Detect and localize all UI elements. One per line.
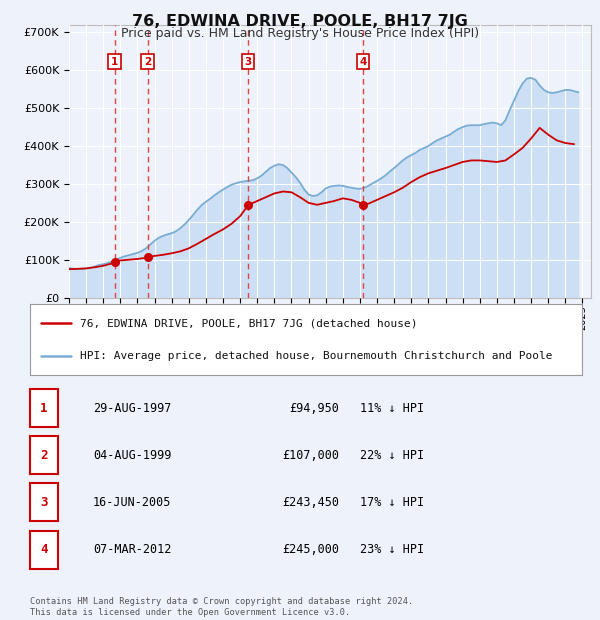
- Text: 23% ↓ HPI: 23% ↓ HPI: [360, 543, 424, 556]
- Text: 2: 2: [144, 56, 151, 66]
- Text: 16-JUN-2005: 16-JUN-2005: [93, 496, 172, 509]
- Text: 29-AUG-1997: 29-AUG-1997: [93, 402, 172, 415]
- Text: £243,450: £243,450: [282, 496, 339, 509]
- Text: £94,950: £94,950: [289, 402, 339, 415]
- Text: 3: 3: [40, 496, 47, 509]
- Text: 4: 4: [359, 56, 367, 66]
- Text: 3: 3: [244, 56, 251, 66]
- Text: Contains HM Land Registry data © Crown copyright and database right 2024.
This d: Contains HM Land Registry data © Crown c…: [30, 598, 413, 617]
- Text: 2: 2: [40, 449, 47, 462]
- Text: Price paid vs. HM Land Registry's House Price Index (HPI): Price paid vs. HM Land Registry's House …: [121, 27, 479, 40]
- Text: 76, EDWINA DRIVE, POOLE, BH17 7JG (detached house): 76, EDWINA DRIVE, POOLE, BH17 7JG (detac…: [80, 318, 417, 328]
- Text: 17% ↓ HPI: 17% ↓ HPI: [360, 496, 424, 509]
- Text: 04-AUG-1999: 04-AUG-1999: [93, 449, 172, 462]
- Text: 11% ↓ HPI: 11% ↓ HPI: [360, 402, 424, 415]
- Text: 1: 1: [40, 402, 47, 415]
- Text: 1: 1: [111, 56, 118, 66]
- Text: 22% ↓ HPI: 22% ↓ HPI: [360, 449, 424, 462]
- Text: £245,000: £245,000: [282, 543, 339, 556]
- Text: HPI: Average price, detached house, Bournemouth Christchurch and Poole: HPI: Average price, detached house, Bour…: [80, 351, 552, 361]
- Text: 07-MAR-2012: 07-MAR-2012: [93, 543, 172, 556]
- Text: 76, EDWINA DRIVE, POOLE, BH17 7JG: 76, EDWINA DRIVE, POOLE, BH17 7JG: [132, 14, 468, 29]
- Text: £107,000: £107,000: [282, 449, 339, 462]
- Text: 4: 4: [40, 543, 47, 556]
